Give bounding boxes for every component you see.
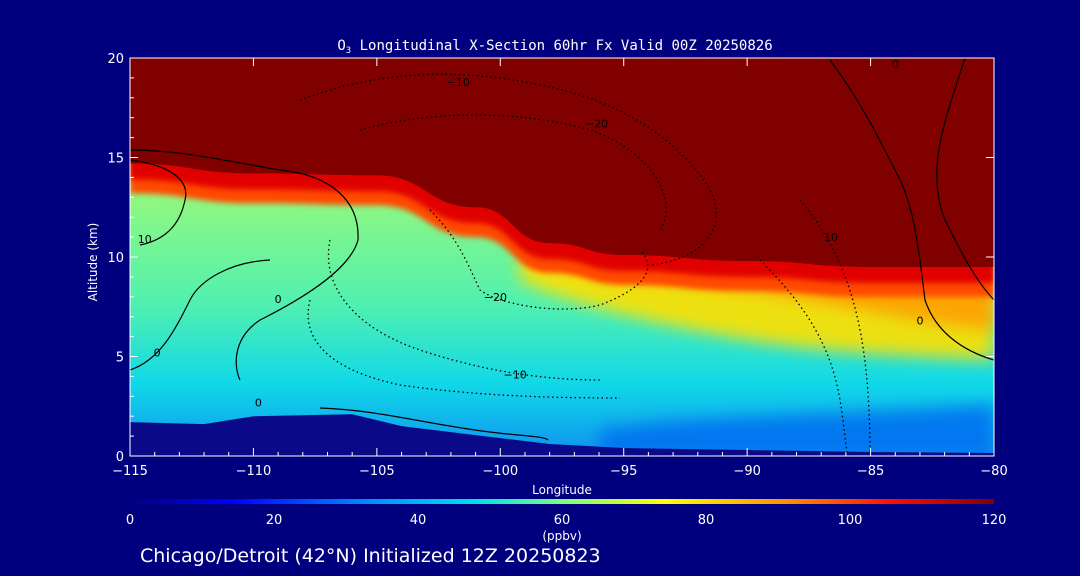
contour-label: −20 (585, 118, 608, 131)
y-tick-label: 20 (107, 52, 124, 67)
x-tick-label: −105 (359, 464, 395, 479)
contour-dotted-upper2 (359, 114, 667, 231)
terrain-mask (130, 414, 994, 456)
contour-label: 10 (138, 233, 152, 246)
plot-area: −10 −20 10 0 −20 0 −10 0 10 0 0 (130, 58, 994, 456)
colorbar-tick-label: 120 (982, 513, 1007, 528)
y-axis: 0 5 10 15 20 (107, 52, 994, 465)
contour-label: 0 (916, 315, 923, 328)
contour-label: 0 (154, 347, 161, 360)
x-tick-label: −95 (610, 464, 637, 479)
colorbar-tick-label: 100 (838, 513, 863, 528)
contour-solid-surface (130, 259, 271, 371)
ozone-low-region-east (600, 405, 994, 456)
contour-label: −10 (503, 368, 526, 381)
contour-label: −10 (447, 76, 470, 89)
contour-solid-west-inner (130, 159, 187, 246)
contour-dotted-mid (429, 209, 649, 310)
x-tick-label: −85 (857, 464, 884, 479)
x-axis: −115 −110 −105 −100 −95 −90 −85 −80 (112, 58, 1008, 479)
contour-labels: −10 −20 10 0 −20 0 −10 0 10 0 0 (138, 58, 924, 409)
contour-label: 0 (275, 293, 282, 306)
y-tick-label: 15 (107, 152, 124, 167)
contour-solid-west (130, 149, 359, 381)
y-tick-label: 0 (116, 450, 124, 465)
y-tick-label: 10 (107, 251, 124, 266)
contour-solid-east (829, 59, 994, 361)
x-tick-label: −80 (980, 464, 1007, 479)
colorbar-tick-label: 80 (698, 513, 715, 528)
contour-solid-east2 (936, 58, 994, 301)
contour-lines (130, 58, 994, 441)
colorbar-tick-label: 60 (554, 513, 571, 528)
contour-solid-low (319, 407, 549, 441)
colorbar-tick-label: 40 (410, 513, 427, 528)
chart-title: O3 Longitudinal X-Section 60hr Fx Valid … (337, 38, 772, 56)
x-tick-label: −90 (733, 464, 760, 479)
colorbar-tick-label: 20 (266, 513, 283, 528)
contour-dotted-east2 (799, 199, 871, 456)
x-tick-label: −110 (236, 464, 272, 479)
x-axis-label: Longitude (532, 483, 592, 497)
ozone-stratosphere-max (130, 58, 994, 267)
contour-dotted-low (307, 299, 621, 399)
colorbar (130, 499, 994, 504)
contour-label: 0 (892, 58, 899, 71)
contour-label: −20 (484, 291, 507, 304)
colorbar-units: (ppbv) (542, 529, 581, 543)
x-tick-label: −115 (112, 464, 148, 479)
contour-dotted (299, 73, 871, 456)
colorbar-tick-label: 0 (126, 513, 134, 528)
y-tick-label: 5 (116, 351, 124, 366)
y-axis-label: Altitude (km) (86, 223, 100, 302)
contour-label: 0 (255, 396, 262, 409)
chart-subtitle: Chicago/Detroit (42°N) Initialized 12Z 2… (140, 545, 601, 567)
contour-label: 10 (824, 231, 838, 244)
x-tick-label: −100 (482, 464, 518, 479)
colorbar-ticks: 0 20 40 60 80 100 120 (126, 513, 1007, 528)
